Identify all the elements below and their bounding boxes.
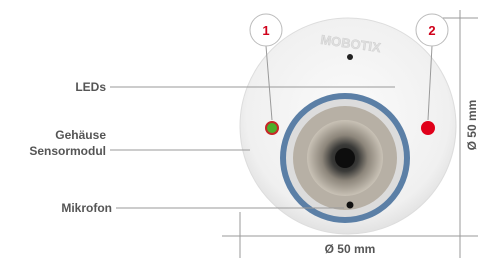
callout-number: 2 [428, 23, 435, 38]
led-green [266, 122, 278, 134]
label-leds: LEDs [75, 80, 106, 94]
label-housing: Sensormodul [29, 144, 106, 158]
dimension-height: Ø 50 mm [465, 100, 478, 151]
microphone-hole [347, 202, 354, 209]
label-microphone: Mikrofon [61, 201, 112, 215]
lens-center [335, 148, 355, 168]
led-red [421, 121, 435, 135]
diagram: MOBOTIX 1 2 LEDs Gehäuse Sensormodul Mik… [0, 0, 478, 266]
screw-hole [347, 54, 353, 60]
callout-number: 1 [262, 23, 269, 38]
dimension-width: Ø 50 mm [325, 242, 376, 256]
label-housing: Gehäuse [55, 128, 106, 142]
